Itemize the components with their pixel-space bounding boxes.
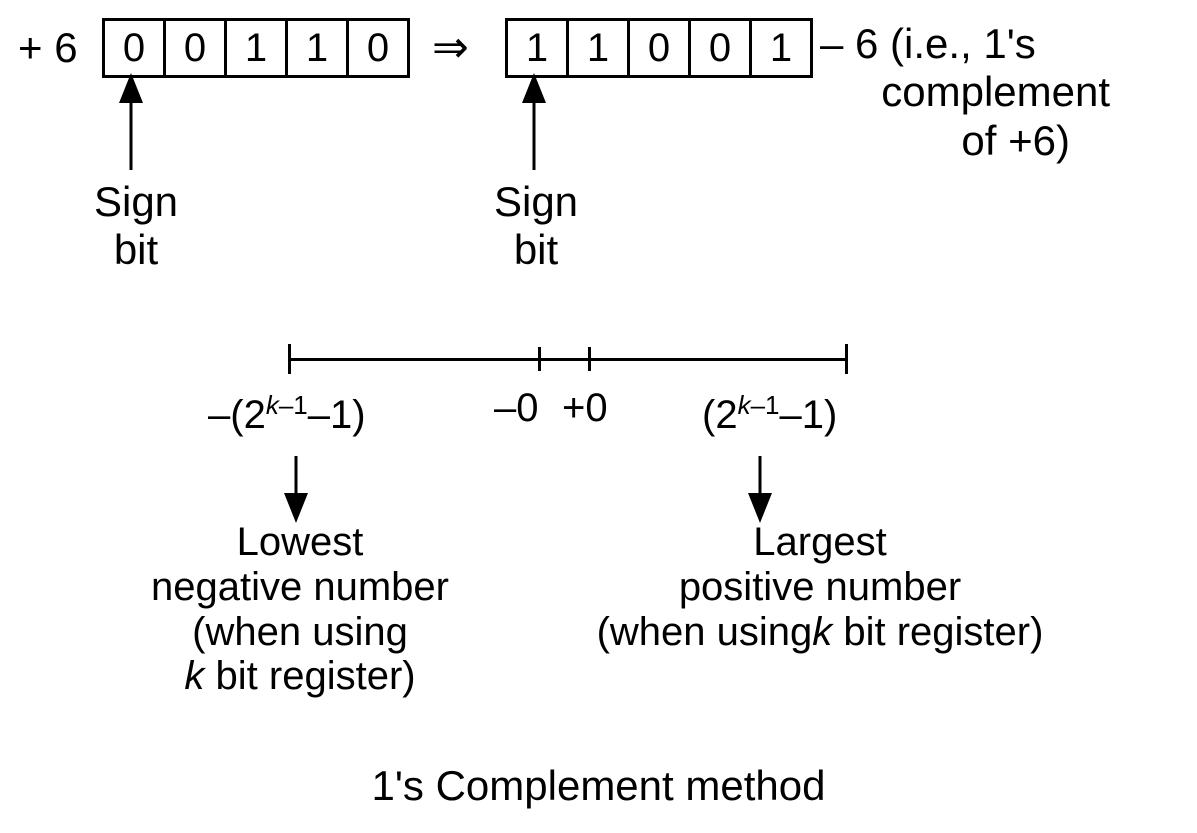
range-min-label: –(2k–1–1): [208, 390, 366, 438]
large-l2: positive number: [540, 565, 1100, 610]
large-l3-post: bit register): [832, 610, 1043, 654]
pos-zero-label: +0: [562, 386, 608, 431]
tick-right-end: [845, 344, 848, 374]
range-max-exp-m1: –1: [751, 390, 780, 420]
range-max-exp-k: k: [738, 390, 751, 420]
large-l3: (when usingk bit register): [540, 610, 1100, 655]
figure-caption: 1's Complement method: [0, 762, 1197, 810]
range-min-exp-m1: –1: [279, 390, 308, 420]
low-l3: (when using: [120, 610, 480, 655]
number-line: [288, 358, 848, 361]
low-l4-post: bit register): [204, 654, 415, 698]
range-max-suf: –1): [780, 393, 838, 437]
low-l4-k: k: [184, 654, 204, 698]
neg-zero-label: –0: [494, 386, 539, 431]
range-min-pre: –(2: [208, 393, 266, 437]
low-l2: negative number: [120, 565, 480, 610]
range-max-label: (2k–1–1): [702, 390, 837, 438]
range-min-suf: –1): [308, 393, 366, 437]
tick-neg-zero: [538, 347, 541, 371]
lowest-negative-desc: Lowest negative number (when using k bit…: [120, 520, 480, 699]
tick-pos-zero: [588, 347, 591, 371]
sign-bit-label-left: Sign bit: [86, 178, 186, 275]
tick-left-end: [288, 344, 291, 374]
low-l1: Lowest: [120, 520, 480, 565]
sign-bit-label-right: Sign bit: [486, 178, 586, 275]
range-max-pre: (2: [702, 393, 738, 437]
low-l4: k bit register): [120, 654, 480, 699]
largest-positive-desc: Largest positive number (when usingk bit…: [540, 520, 1100, 654]
large-l3-k: k: [812, 610, 832, 654]
range-min-exp-k: k: [266, 390, 279, 420]
large-l3-pre: (when using: [597, 610, 813, 654]
large-l1: Largest: [540, 520, 1100, 565]
